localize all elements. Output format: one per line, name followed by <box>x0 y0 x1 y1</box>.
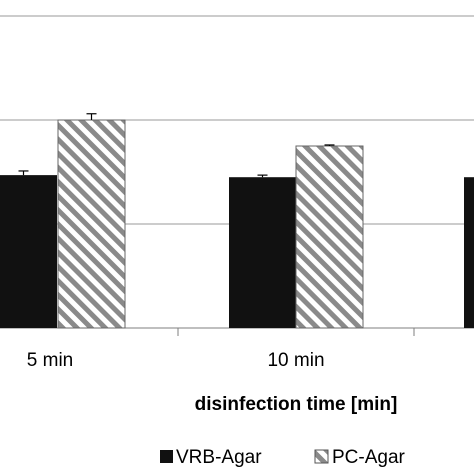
error-bar-pc-agar-2 <box>324 144 335 146</box>
x-axis <box>0 327 474 336</box>
legend-swatch-pc-agar <box>314 449 329 464</box>
bars <box>0 119 474 329</box>
legend-swatch-vrb-agar <box>160 450 173 463</box>
x-tick-label-10-min: 10 min <box>267 350 324 371</box>
error-bar-pc-agar-1 <box>86 113 97 120</box>
error-bar-vrb-agar-2 <box>257 174 268 178</box>
error-bars <box>18 113 335 178</box>
bar-vrb-agar-3 <box>464 177 474 328</box>
error-bar-vrb-agar-1 <box>18 170 29 176</box>
x-tick-label-5-min: 5 min <box>27 350 73 371</box>
bar-vrb-agar-2 <box>229 177 296 328</box>
legend-label-vrb-agar: VRB-Agar <box>176 447 262 468</box>
legend-label-pc-agar: PC-Agar <box>332 447 406 468</box>
bar-vrb-agar-1 <box>0 175 57 328</box>
bar-pc-agar-2 <box>295 145 364 329</box>
bar-pc-agar-1 <box>57 119 126 329</box>
legend: VRB-Agar PC-Agar <box>160 447 406 468</box>
x-axis-title: disinfection time [min] <box>195 394 398 415</box>
